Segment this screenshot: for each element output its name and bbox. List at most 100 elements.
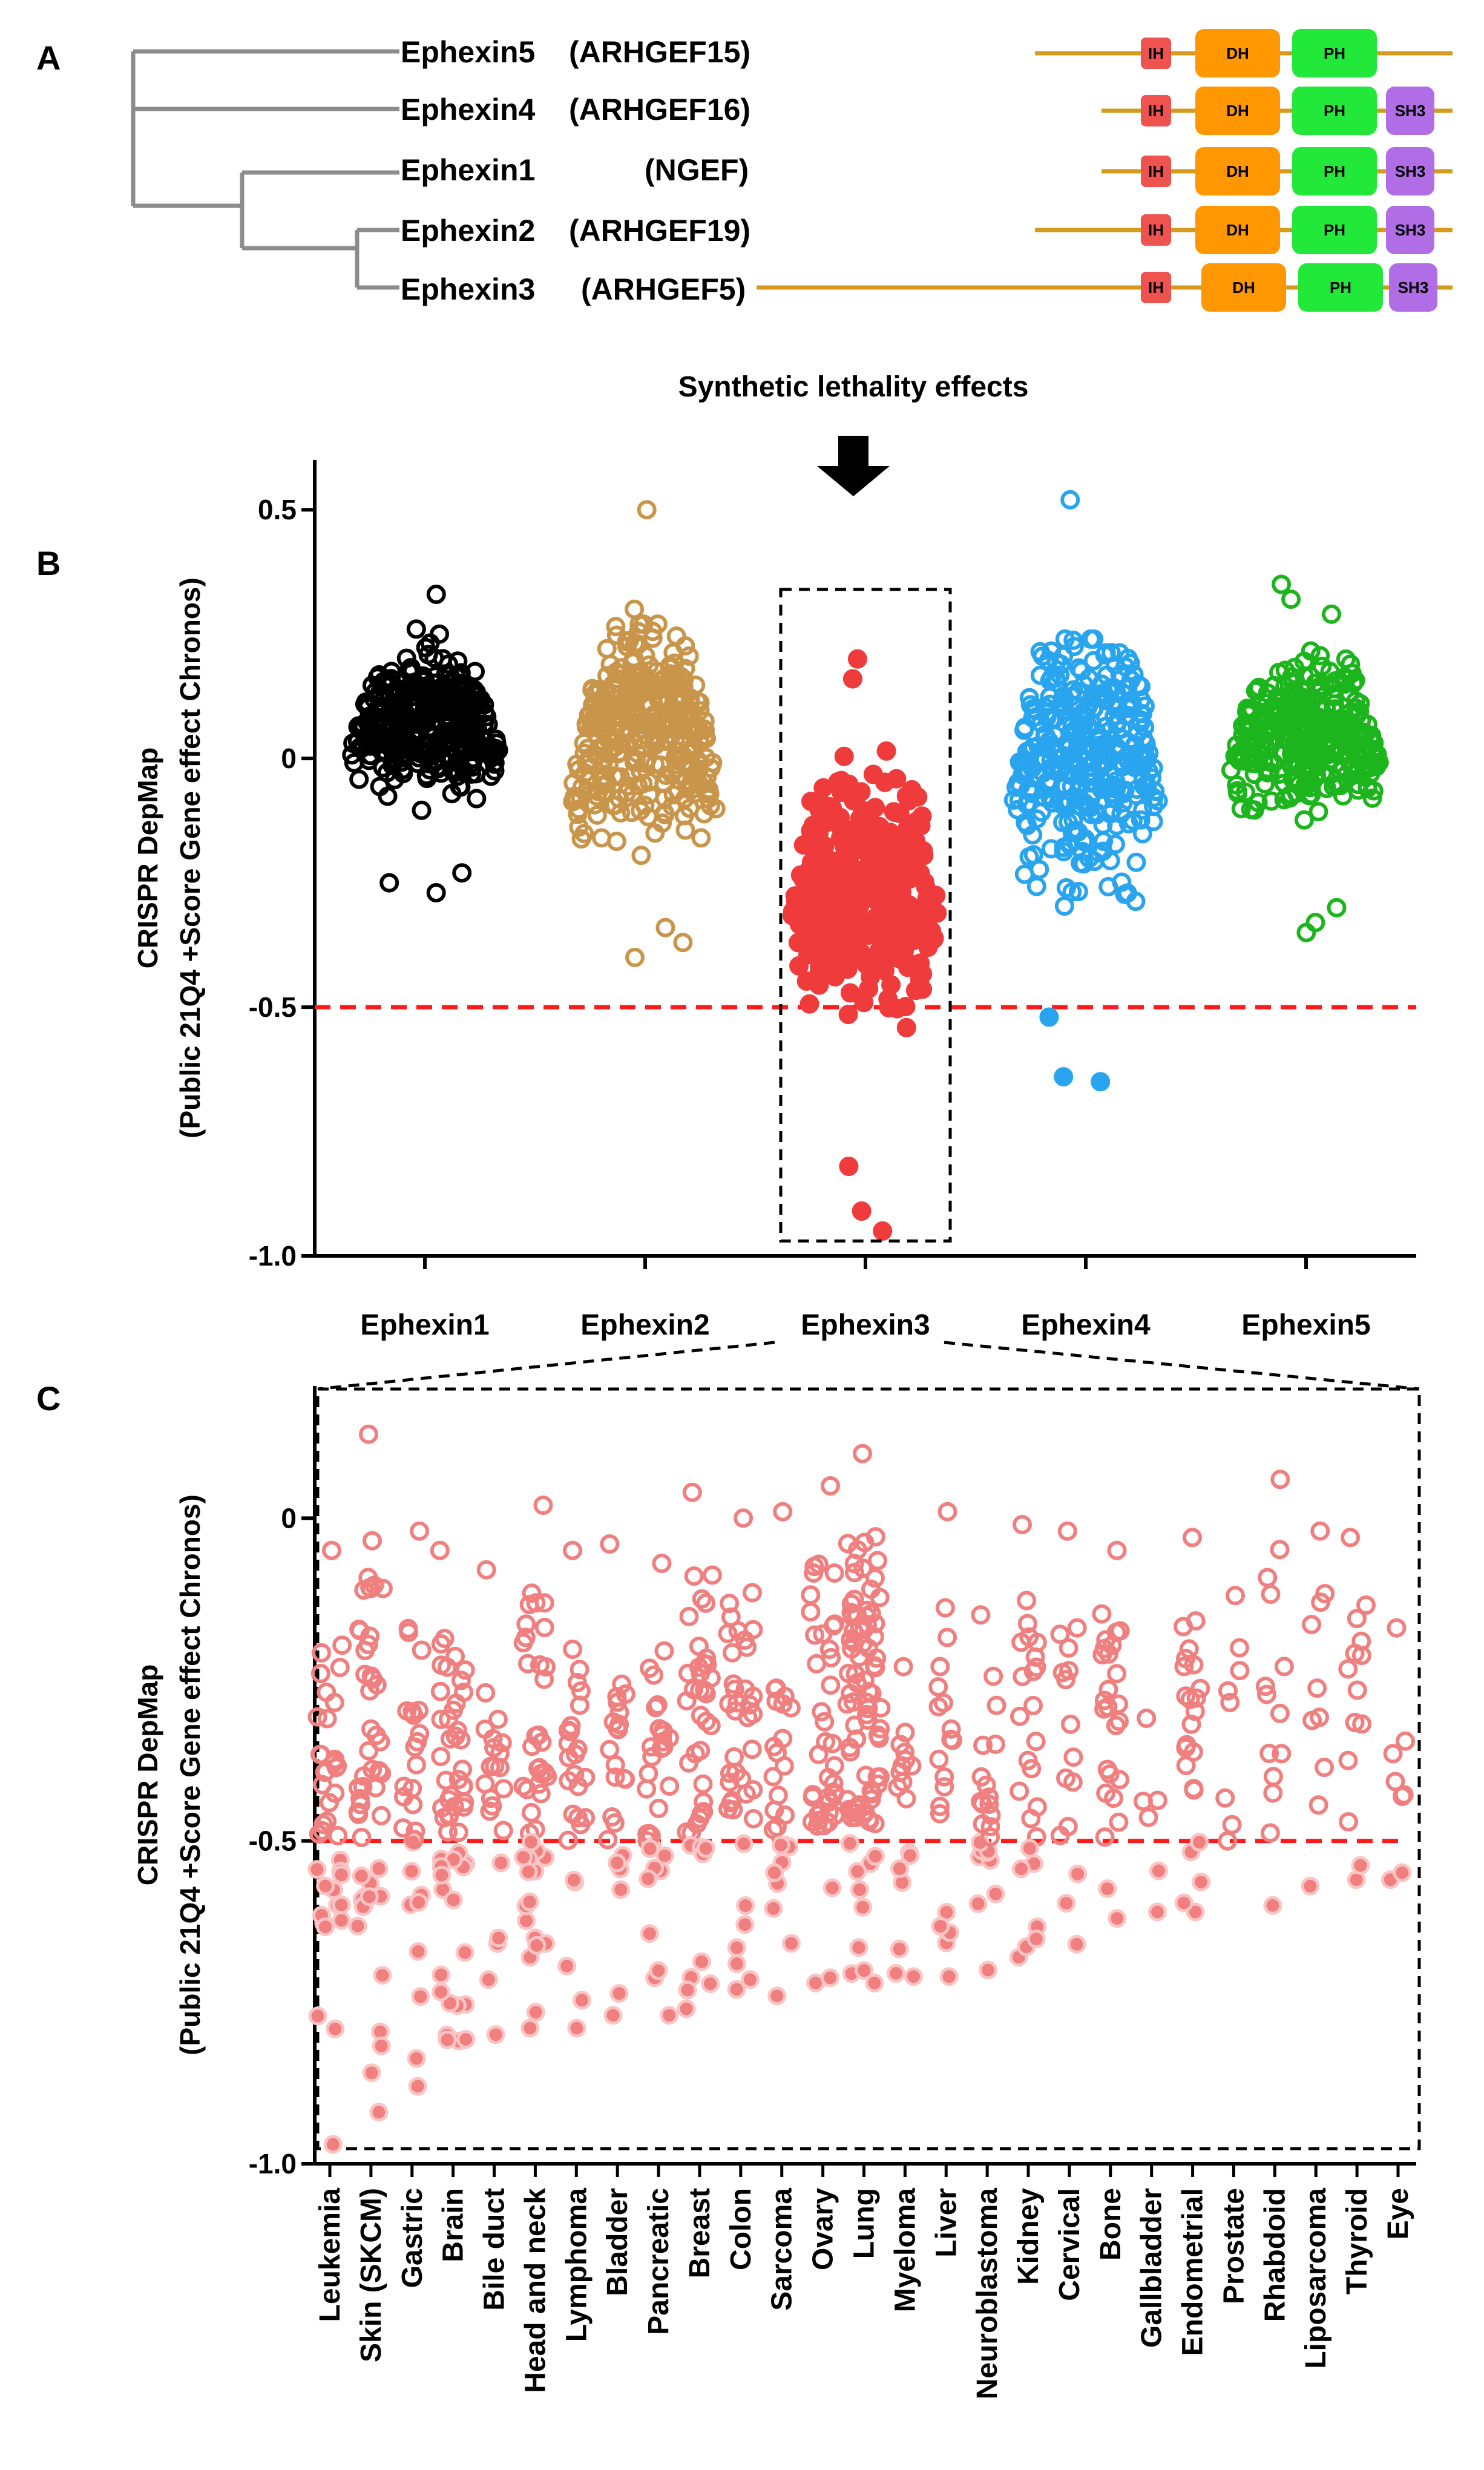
data-point [899,791,919,810]
data-point [1220,1692,1240,1712]
data-point [593,776,612,795]
data-point [432,1865,451,1885]
data-point [394,1776,414,1796]
data-point [1026,1930,1046,1949]
data-point [838,959,858,979]
ph-domain [1292,87,1377,135]
gene-name: Ephexin5 [401,35,535,69]
data-point [1062,823,1082,842]
data-point [315,1762,335,1782]
data-point [1301,641,1321,661]
data-point [349,769,369,789]
data-point [532,1732,552,1752]
data-point [734,1508,753,1528]
dh-label: DH [1226,102,1249,120]
data-point [666,626,686,646]
data-point [724,1747,744,1767]
data-point [1080,762,1100,782]
data-point [691,828,711,848]
data-point [833,892,853,911]
data-point [598,1830,618,1850]
ih-label: IH [1148,221,1164,239]
data-point [420,703,440,723]
data-point [410,1521,430,1541]
data-point [1261,1585,1281,1604]
data-point [696,1593,716,1613]
data-point [316,1917,335,1937]
data-point [870,838,890,858]
data-point [1101,643,1121,663]
data-point [734,1834,753,1853]
data-point [764,1899,783,1918]
data-point [1284,711,1304,731]
data-point [934,1767,954,1787]
data-point [1284,698,1304,718]
data-point [1261,791,1281,811]
data-point [1315,1758,1335,1778]
ph-domain [1292,29,1377,77]
data-point [698,789,718,809]
data-point [701,1974,720,1994]
data-point [370,1732,390,1752]
data-point [1311,675,1331,695]
data-point [1307,766,1327,786]
data-point [857,1600,877,1620]
data-point [809,1744,829,1764]
data-point [1106,779,1126,799]
data-point [325,1749,345,1769]
data-point [1308,1795,1328,1815]
data-point [824,1773,844,1793]
data-point [445,1646,465,1666]
dh-label: DH [1226,221,1249,239]
data-point [568,1739,588,1759]
data-point [636,725,656,745]
panel-a-letter: A [36,39,61,77]
data-point [703,1565,722,1585]
data-point [824,1616,843,1636]
data-point [1346,691,1366,711]
data-point [637,500,657,520]
data-point [768,1785,788,1805]
data-point [454,1683,474,1703]
data-point [1296,922,1316,942]
data-point [649,1719,669,1739]
data-point [1274,1657,1294,1677]
data-point [317,1709,337,1729]
data-point [1096,1783,1116,1803]
data-point [848,1862,867,1881]
data-point [1310,1707,1329,1727]
dh-domain [1201,263,1286,312]
data-point [736,1896,755,1915]
data-point [834,746,854,766]
data-point [597,639,617,659]
data-point [839,1157,859,1177]
data-point [484,1738,504,1758]
data-point [888,869,908,889]
data-point [782,1934,801,1953]
data-point [865,957,885,977]
data-point [1307,1678,1327,1698]
data-point [766,1678,786,1698]
data-point [1338,1750,1358,1770]
data-point [1184,1780,1204,1800]
data-point [821,1675,841,1695]
data-point [1017,1591,1037,1611]
data-point [839,911,859,931]
data-point [979,1795,999,1815]
data-point [914,846,934,865]
data-point [690,1680,710,1700]
data-point [576,1808,596,1828]
y-tick-label: -0.5 [249,991,297,1023]
data-point [398,1618,418,1638]
data-point [901,1846,920,1865]
down-arrow-icon [817,436,890,496]
data-point [439,1790,459,1810]
sh3-label: SH3 [1395,221,1426,239]
data-point [840,983,860,1003]
data-point [439,1709,458,1729]
data-point [1356,1595,1376,1615]
data-point [1010,1706,1029,1726]
data-point [1041,709,1061,729]
data-point [973,1794,993,1814]
data-point [355,1664,375,1684]
